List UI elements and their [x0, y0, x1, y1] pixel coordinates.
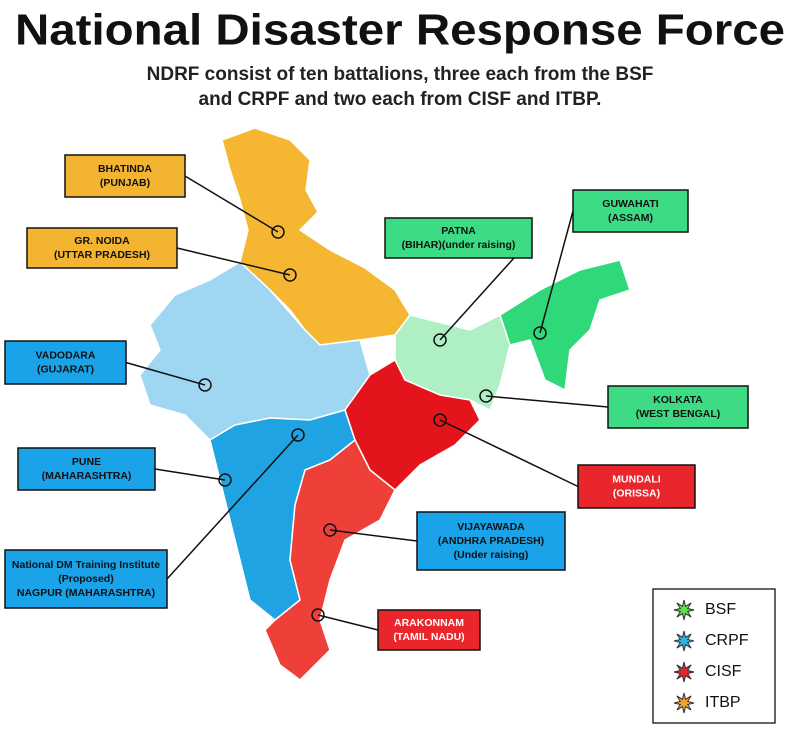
location-dot	[433, 333, 447, 347]
location-box	[416, 511, 566, 571]
location-label: KOLKATA	[653, 394, 703, 406]
pointer-line	[125, 361, 206, 386]
location-label: VADODARA	[36, 349, 96, 361]
legend-star	[673, 661, 695, 683]
location-box	[572, 189, 689, 233]
legend-label: CRPF	[705, 632, 749, 649]
pointer-line	[176, 247, 291, 276]
pointer-line	[184, 175, 279, 233]
location-dot	[533, 326, 547, 340]
location-box	[577, 464, 696, 509]
location-label: ARAKONNAM	[394, 617, 464, 629]
location-box	[377, 609, 481, 651]
location-dot	[323, 523, 337, 537]
legend: BSF CRPF CISF ITBP	[652, 588, 776, 724]
location-label: (ASSAM)	[608, 212, 653, 224]
pointer-line	[166, 434, 299, 580]
location-label: (GUJARAT)	[37, 363, 94, 375]
region-northeast	[499, 259, 631, 392]
legend-box	[652, 588, 776, 724]
location-label: (UTTAR PRADESH)	[54, 249, 150, 261]
location-label: PUNE	[72, 456, 101, 468]
location-label: BHATINDA	[98, 163, 152, 175]
location-label: (Under raising)	[454, 549, 529, 561]
location-box	[64, 154, 186, 198]
location-dot	[198, 378, 212, 392]
legend-label: CISF	[705, 663, 742, 680]
pointer-line	[485, 395, 609, 408]
subtitle-line: NDRF consist of ten battalions, three ea…	[147, 64, 654, 85]
subtitle-line: and CRPF and two each from CISF and ITBP…	[199, 89, 602, 110]
location-box	[17, 447, 156, 491]
pointer-line	[154, 468, 226, 481]
location-dot	[218, 473, 232, 487]
location-dot	[271, 225, 285, 239]
pointer-line	[539, 210, 574, 334]
location-label: (BIHAR)(under raising)	[402, 239, 516, 251]
legend-label: ITBP	[705, 694, 741, 711]
india-map	[139, 127, 631, 681]
location-label: (Proposed)	[58, 573, 113, 585]
legend-star	[673, 692, 695, 714]
location-dot	[291, 428, 305, 442]
pointer-line	[317, 614, 379, 631]
location-label: VIJAYAWADA	[457, 521, 525, 533]
pointer-line	[439, 419, 579, 488]
location-dot	[311, 608, 325, 622]
legend-star	[673, 599, 695, 621]
location-label: (WEST BENGAL)	[636, 408, 721, 420]
region-south	[264, 438, 396, 681]
location-label: PATNA	[441, 225, 476, 237]
location-box	[4, 340, 127, 385]
location-label: (MAHARASHTRA)	[42, 470, 132, 482]
location-label: (TAMIL NADU)	[393, 631, 464, 643]
location-label: GR. NOIDA	[74, 235, 130, 247]
location-label: (ORISSA)	[613, 487, 660, 499]
location-label: (PUNJAB)	[100, 177, 150, 189]
location-label: National DM Training Institute	[12, 559, 160, 571]
location-label: NAGPUR (MAHARASHTRA)	[17, 587, 155, 599]
location-box	[384, 217, 533, 259]
location-dot	[479, 389, 493, 403]
location-label: GUWAHATI	[602, 198, 658, 210]
location-box	[26, 227, 178, 269]
location-box	[607, 385, 749, 429]
location-label: (ANDHRA PRADESH)	[438, 535, 544, 547]
title: National Disaster Response Force	[15, 6, 785, 55]
location-box	[4, 549, 168, 609]
location-dot	[433, 413, 447, 427]
location-label: MUNDALI	[612, 473, 660, 485]
pointer-line	[329, 529, 418, 542]
location-dot	[283, 268, 297, 282]
legend-label: BSF	[705, 601, 736, 618]
legend-star	[673, 630, 695, 652]
